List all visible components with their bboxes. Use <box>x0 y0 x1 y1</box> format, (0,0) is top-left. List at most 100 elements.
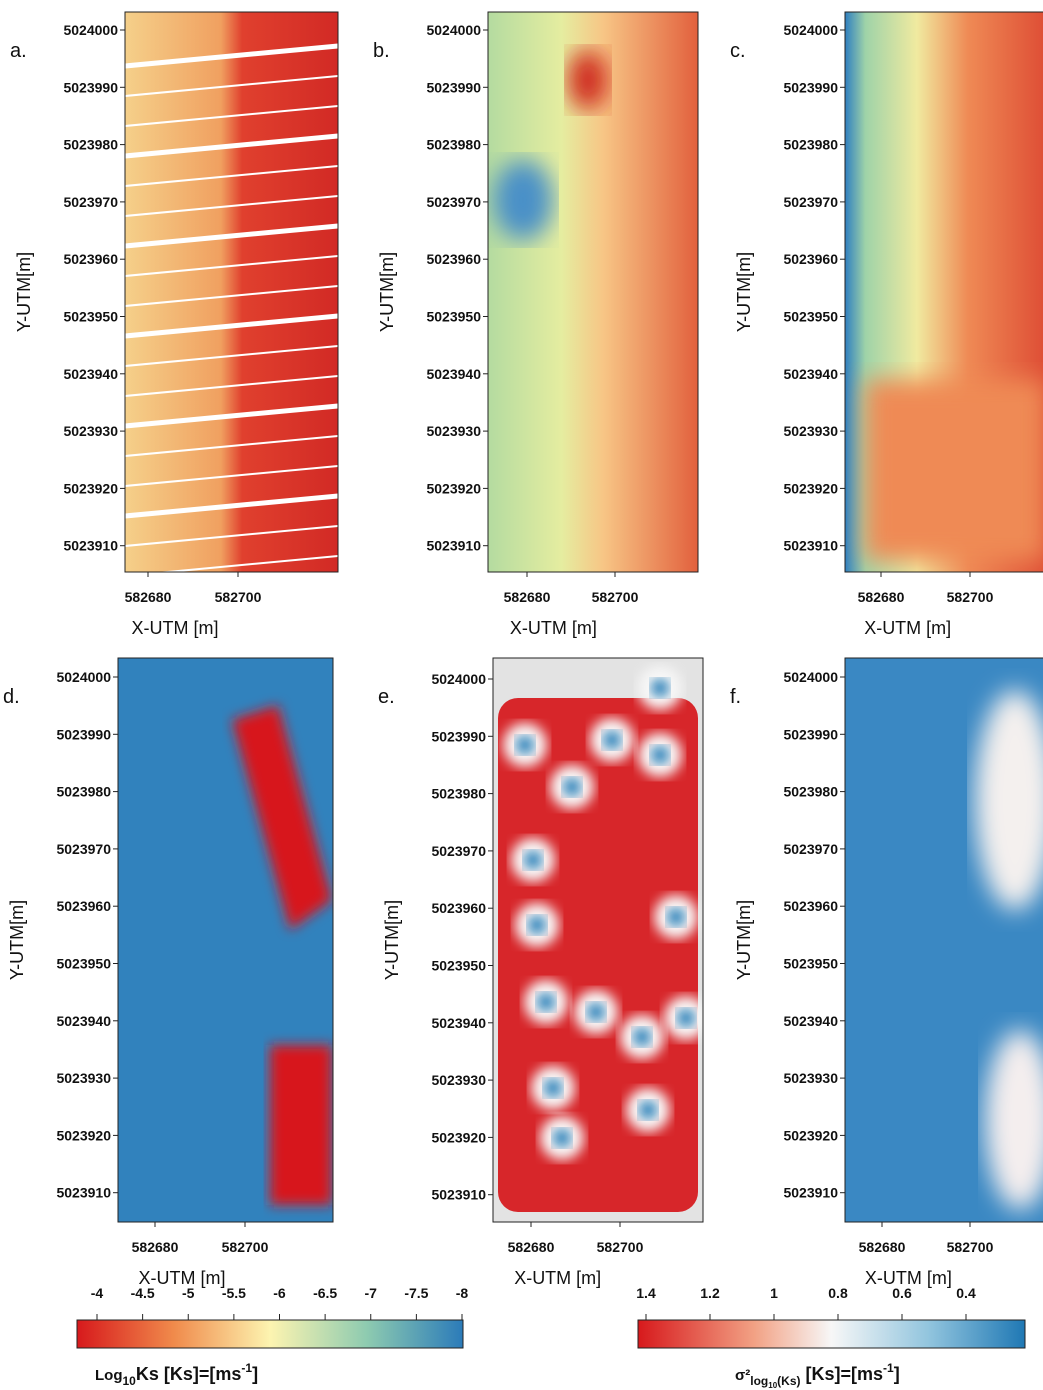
y-tick-label: 5023980 <box>426 137 481 153</box>
blob <box>975 690 1043 910</box>
blob <box>568 50 608 110</box>
colorbar-tick-label: -8 <box>456 1285 469 1301</box>
y-axis-label: Y-UTM[m] <box>734 252 754 332</box>
y-tick-label: 5023910 <box>431 1187 486 1203</box>
label-part: 10 <box>123 1374 137 1388</box>
panel: e. 5024000 5023990 5023980 5023970 5023960 502… <box>378 657 704 1288</box>
colorbar-tick-label: -5.5 <box>222 1285 246 1301</box>
label-part: -1 <box>883 1361 894 1375</box>
gap <box>125 435 338 457</box>
y-tick-label: 5023920 <box>56 1127 111 1143</box>
y-tick-label: 5024000 <box>63 22 118 38</box>
panel: a. 5024000 5023990 5023980 5023970 5023960 502… <box>10 11 339 638</box>
y-axis-label: Y-UTM[m] <box>382 900 402 980</box>
label-part: (Ks) <box>777 1374 800 1388</box>
y-tick-label: 5023960 <box>426 251 481 267</box>
x-tick-label: 582680 <box>858 589 905 605</box>
gap <box>125 133 338 159</box>
y-tick-label: 5023950 <box>783 956 838 972</box>
colorbar-tick-label: -7 <box>365 1285 378 1301</box>
x-tick-label: 582700 <box>592 589 639 605</box>
blob <box>651 679 669 697</box>
colorbar-tick-label: 1.2 <box>700 1285 720 1301</box>
map <box>845 12 1043 572</box>
x-axis-label: X-UTM [m] <box>514 1268 601 1288</box>
label-part: ] <box>252 1364 258 1384</box>
y-tick-label: 5023910 <box>426 538 481 554</box>
y-tick-label: 5023970 <box>783 194 838 210</box>
colorbar-label: σ²log10(Ks) [Ks]=[ms-1] <box>735 1361 900 1390</box>
y-tick-label: 5023960 <box>431 900 486 916</box>
x-axis-label: X-UTM [m] <box>132 618 219 638</box>
blob <box>667 908 685 926</box>
colorbar-tick-label: -4.5 <box>131 1285 155 1301</box>
y-tick-label: 5023920 <box>783 480 838 496</box>
y-tick-label: 5023940 <box>56 1013 111 1029</box>
colorbar-tick-label: -6 <box>273 1285 286 1301</box>
blob <box>270 1045 332 1205</box>
colorbar-tick-label: -5 <box>182 1285 195 1301</box>
y-tick-label: 5023960 <box>783 251 838 267</box>
y-tick-label: 5024000 <box>431 671 486 687</box>
panel-label: d. <box>3 686 20 708</box>
x-axis-label: X-UTM [m] <box>510 618 597 638</box>
gap <box>125 255 338 277</box>
colorbar-gradient <box>637 1319 1026 1349</box>
label-part: ] <box>894 1364 900 1384</box>
blob <box>633 1028 651 1046</box>
colorbar: -4 -4.5 -5 -5.5 -6 -6.5 -7 -7.5 -8 Log10Ks [Ks]=[… <box>76 1285 469 1388</box>
blob <box>544 1079 562 1097</box>
y-tick-label: 5023930 <box>431 1072 486 1088</box>
y-tick-label: 5023960 <box>783 898 838 914</box>
y-axis-label: Y-UTM[m] <box>377 252 397 332</box>
y-tick-label: 5023970 <box>426 194 481 210</box>
y-tick-label: 5023980 <box>431 786 486 802</box>
y-tick-label: 5023910 <box>56 1185 111 1201</box>
gap <box>125 313 338 339</box>
y-axis-label: Y-UTM[m] <box>734 900 754 980</box>
x-axis-label: X-UTM [m] <box>865 1268 952 1288</box>
blob <box>651 746 669 764</box>
map <box>118 658 333 1222</box>
map <box>488 12 698 572</box>
y-tick-label: 5023970 <box>56 841 111 857</box>
y-tick-label: 5023940 <box>63 366 118 382</box>
y-tick-label: 5023920 <box>63 480 118 496</box>
blob <box>587 1003 605 1021</box>
gap <box>125 375 338 397</box>
label-part: σ² <box>735 1367 750 1384</box>
y-tick-label: 5023970 <box>63 194 118 210</box>
colorbar-tick-label: 0.4 <box>956 1285 976 1301</box>
colorbar-gradient <box>76 1319 464 1349</box>
plot-frame <box>487 11 699 573</box>
x-tick-label: 582680 <box>508 1239 555 1255</box>
panel: d. 5024000 5023990 5023980 5023970 5023960 502… <box>3 657 334 1288</box>
colorbar-tick-label: -7.5 <box>404 1285 428 1301</box>
panel-label: c. <box>730 40 746 62</box>
y-tick-label: 5023960 <box>56 898 111 914</box>
y-tick-label: 5023930 <box>63 423 118 439</box>
y-tick-label: 5023990 <box>56 726 111 742</box>
y-tick-label: 5023990 <box>783 726 838 742</box>
y-tick-label: 5024000 <box>426 22 481 38</box>
colorbar-tick-label: 1.4 <box>636 1285 656 1301</box>
blob <box>537 993 555 1011</box>
y-tick-label: 5023950 <box>431 958 486 974</box>
y-tick-label: 5023980 <box>63 137 118 153</box>
gap <box>125 223 338 249</box>
gap <box>125 43 338 69</box>
y-tick-label: 5023950 <box>56 956 111 972</box>
y-tick-label: 5023940 <box>426 366 481 382</box>
gap <box>125 345 338 367</box>
y-tick-label: 5023940 <box>783 366 838 382</box>
gap <box>125 165 338 187</box>
y-tick-label: 5023970 <box>783 841 838 857</box>
y-tick-label: 5023930 <box>426 423 481 439</box>
blob <box>985 1030 1043 1210</box>
gap <box>125 525 338 547</box>
gap <box>125 465 338 487</box>
colorbar-tick-label: 0.8 <box>828 1285 848 1301</box>
gap <box>125 75 338 97</box>
plot-frame <box>124 11 339 573</box>
y-tick-label: 5023980 <box>783 137 838 153</box>
